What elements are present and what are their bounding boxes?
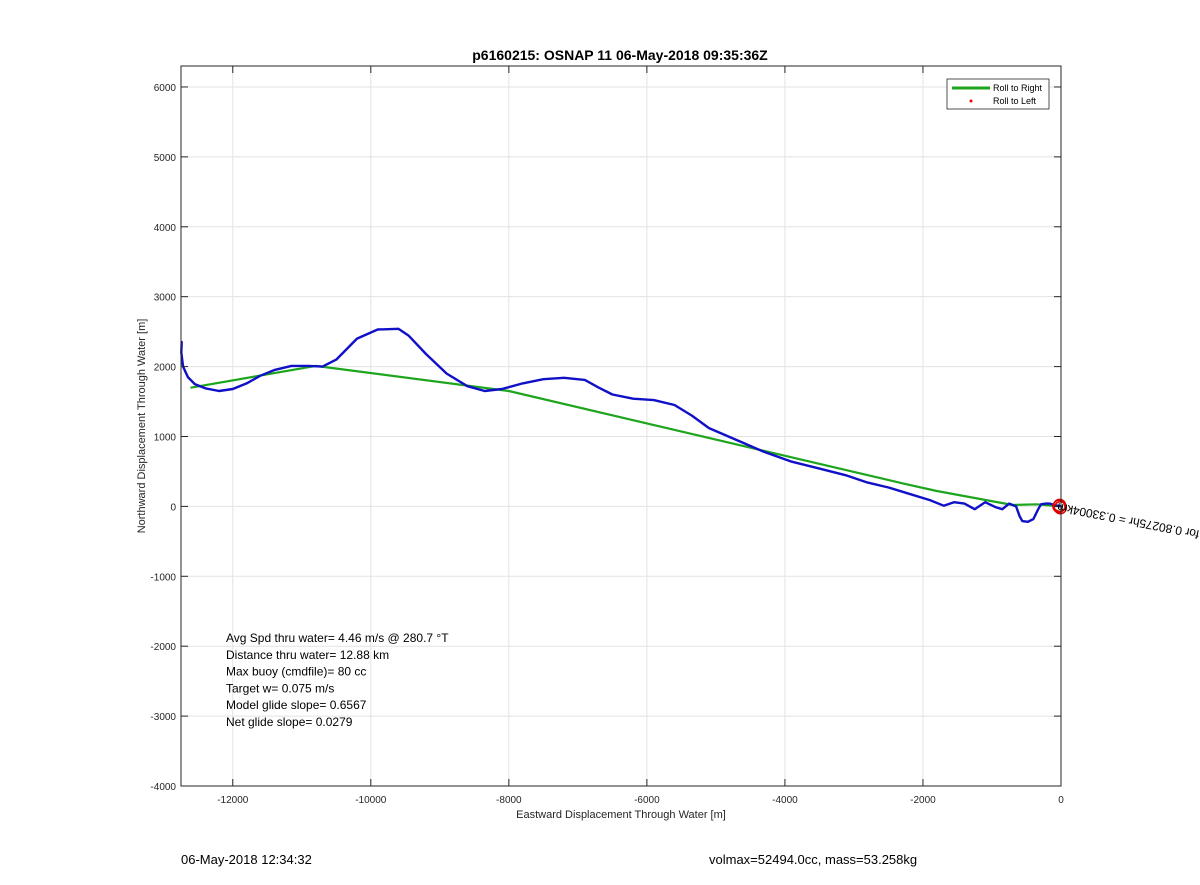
axis-ticks: -12000 -10000 -8000 -6000 -4000 -2000 0-4000-3… (150, 66, 1064, 806)
footer-info: volmax=52494.0cc, mass=53.258kg (709, 852, 918, 867)
footer-timestamp: 06-May-2018 12:34:32 (181, 852, 312, 867)
y-tick-label: -3000 (150, 712, 176, 723)
series-layer (180, 327, 1063, 523)
x-tick-label: -12000 (217, 795, 249, 806)
x-tick-label: -6000 (634, 795, 660, 806)
y-axis-label: Northward Displacement Through Water [m] (136, 319, 148, 534)
legend-roll-right-label: Roll to Right (993, 83, 1043, 93)
x-tick-label: -4000 (772, 795, 798, 806)
legend: Roll to Right Roll to Left (946, 78, 1050, 110)
x-axis-label: Eastward Displacement Through Water [m] (516, 809, 726, 821)
y-tick-label: 6000 (154, 83, 177, 94)
x-tick-label: -8000 (496, 795, 522, 806)
series-track-line (180, 327, 1063, 523)
y-tick-label: 3000 (154, 293, 177, 304)
stats-line: Distance thru water= 12.88 km (226, 648, 389, 662)
stats-text-block: Avg Spd thru water= 4.46 m/s @ 280.7 °T D… (226, 631, 449, 729)
legend-roll-left-label: Roll to Left (993, 96, 1037, 106)
x-tick-label: -2000 (910, 795, 936, 806)
x-tick-label: 0 (1058, 795, 1064, 806)
y-tick-label: 0 (170, 502, 176, 513)
y-tick-label: 1000 (154, 432, 177, 443)
roll-left-markers (1052, 498, 1068, 515)
plot-frame (180, 65, 1062, 787)
stats-line: Max buoy (cmdfile)= 80 cc (226, 665, 366, 679)
plot-area (181, 66, 1061, 786)
legend-roll-left-swatch (969, 99, 973, 103)
x-tick-label: -10000 (355, 795, 387, 806)
y-tick-label: 4000 (154, 223, 177, 234)
series-roll-right-line (190, 364, 1063, 508)
stats-line: Net glide slope= 0.0279 (226, 715, 353, 729)
stats-line: Avg Spd thru water= 4.46 m/s @ 280.7 °T (226, 631, 449, 645)
stats-line: Model glide slope= 0.6567 (226, 698, 367, 712)
chart-title: p6160215: OSNAP 11 06-May-2018 09:35:36Z (472, 47, 768, 63)
y-tick-label: -1000 (150, 572, 176, 583)
stats-line: Target w= 0.075 m/s (226, 681, 334, 695)
y-tick-label: 2000 (154, 363, 177, 374)
roll-left-marker (1052, 498, 1067, 513)
rotated-annotation: Avg spd= 0.1147m/s for 0.80275hr = 0.330… (1056, 500, 1200, 563)
y-tick-label: 5000 (154, 153, 177, 164)
y-tick-label: -4000 (150, 782, 176, 793)
y-tick-label: -2000 (150, 642, 176, 653)
legend-box (946, 78, 1050, 110)
